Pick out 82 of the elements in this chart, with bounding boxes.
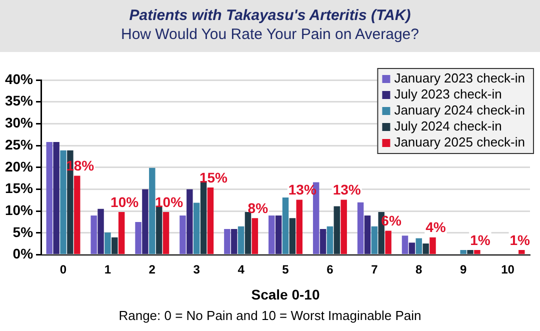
- y-tick-label: 0%: [12, 246, 34, 262]
- x-tick-label: 10: [501, 262, 515, 276]
- y-tick-label: 10%: [4, 202, 34, 218]
- data-label: 10%: [155, 194, 184, 210]
- bar: [186, 189, 193, 254]
- bar: [334, 206, 340, 254]
- bar: [416, 238, 422, 254]
- bar: [60, 150, 66, 254]
- bar: [282, 198, 289, 254]
- data-label: 1%: [470, 232, 491, 248]
- bar: [231, 229, 238, 254]
- bar: [252, 218, 258, 254]
- bar: [142, 189, 148, 254]
- bar: [320, 229, 326, 254]
- bar: [112, 237, 118, 254]
- bar: [430, 237, 436, 254]
- y-tick-label: 25%: [4, 136, 34, 152]
- x-tick-label: 2: [148, 262, 156, 276]
- data-label: 10%: [110, 194, 140, 210]
- bar: [238, 226, 244, 254]
- data-label: 4%: [426, 219, 446, 236]
- y-tick-label: 40%: [4, 70, 34, 87]
- bar: [289, 218, 296, 254]
- chart-subtitle: How Would You Rate Your Pain on Average?: [120, 25, 420, 44]
- data-label: 8%: [248, 200, 269, 216]
- y-tick-label: 35%: [4, 92, 34, 109]
- bar: [156, 206, 162, 254]
- x-tick-label: 4: [238, 262, 245, 276]
- bar: [98, 208, 104, 254]
- bar: [296, 200, 302, 254]
- x-tick-label: 8: [416, 262, 423, 276]
- bar: [357, 202, 364, 254]
- bar: [467, 250, 474, 254]
- bar: [268, 215, 275, 254]
- y-tick-label: 20%: [4, 158, 34, 174]
- x-tick-label: 3: [193, 262, 200, 276]
- legend-label: January 2025 check-in: [394, 134, 526, 150]
- bar: [104, 232, 111, 254]
- bar: [74, 176, 80, 254]
- legend-label: January 2024 check-in: [394, 102, 526, 118]
- bar: [402, 236, 408, 254]
- bar: [371, 226, 378, 254]
- bar: [180, 215, 186, 254]
- bar: [385, 230, 392, 254]
- bar: [193, 202, 200, 254]
- data-label: 13%: [332, 182, 362, 198]
- x-tick-label: 1: [104, 262, 112, 276]
- bar: [340, 200, 347, 254]
- x-axis-title: Scale 0-10: [251, 286, 320, 302]
- bar: [149, 168, 156, 254]
- x-tick-label: 0: [60, 262, 67, 276]
- chart-title: Patients with Takayasu's Arteritis (TAK): [128, 6, 412, 25]
- bar: [135, 222, 142, 254]
- bar: [207, 188, 214, 254]
- text: Range: 0 = No Pain and 10 = Worst Imaginable Pain: [118, 308, 422, 324]
- x-tick-label: 6: [326, 262, 334, 276]
- legend-label: July 2023 check-in: [394, 86, 502, 102]
- x-tick-label: 7: [371, 262, 378, 276]
- bar: [275, 215, 282, 254]
- y-tick-label: 15%: [4, 180, 34, 196]
- x-tick-label: 9: [460, 262, 467, 276]
- bar: [224, 229, 230, 254]
- y-tick-label: 5%: [12, 224, 34, 240]
- bar: [474, 250, 480, 254]
- bar: [408, 242, 416, 254]
- bar: [326, 226, 334, 254]
- bar: [53, 142, 60, 254]
- bar: [244, 212, 252, 254]
- bar: [518, 250, 525, 254]
- x-tick-label: 5: [282, 262, 290, 276]
- bar: [90, 215, 97, 254]
- legend-label: July 2024 check-in: [394, 118, 502, 134]
- data-label: 15%: [199, 169, 228, 186]
- y-tick-label: 30%: [4, 114, 34, 131]
- bar: [118, 212, 125, 254]
- data-label: 1%: [510, 232, 531, 248]
- bar: [460, 250, 466, 254]
- bar: [422, 243, 429, 254]
- bar: [162, 212, 170, 254]
- legend-label: January 2023 check-in: [394, 70, 526, 86]
- bar: [46, 142, 52, 254]
- bar: [364, 215, 371, 254]
